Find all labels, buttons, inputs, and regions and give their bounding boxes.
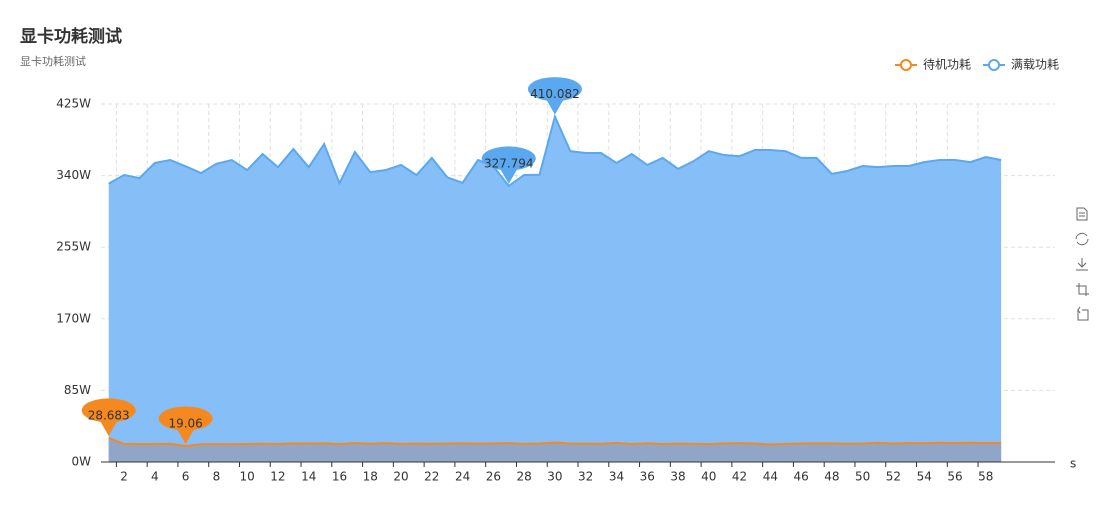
x-tick-label: 28 xyxy=(517,470,532,484)
x-tick-label: 14 xyxy=(301,470,316,484)
tool-data-view[interactable] xyxy=(1076,207,1088,221)
chart-title: 显卡功耗测试 xyxy=(20,26,122,47)
y-tick-label: 0W xyxy=(72,455,92,469)
x-tick-label: 32 xyxy=(578,470,593,484)
legend-marker xyxy=(900,59,912,71)
x-tick-label: 24 xyxy=(455,470,470,484)
x-axis-label: s xyxy=(1070,457,1076,471)
x-tick-label: 8 xyxy=(213,470,221,484)
mark-label: 28.683 xyxy=(88,408,130,422)
x-tick-label: 6 xyxy=(182,470,190,484)
mark-pin xyxy=(481,146,536,184)
x-tick-label: 4 xyxy=(151,470,159,484)
mark-pin xyxy=(527,77,582,115)
y-tick-label: 425W xyxy=(56,97,91,111)
x-tick-label: 26 xyxy=(486,470,501,484)
line xyxy=(108,113,1002,188)
mark-label: 327.794 xyxy=(484,156,534,170)
mark-label: 410.082 xyxy=(530,87,580,101)
x-tick-label: 46 xyxy=(793,470,808,484)
x-tick-label: 12 xyxy=(270,470,285,484)
x-tick-label: 40 xyxy=(701,470,716,484)
legend-label: 满载功耗 xyxy=(1011,58,1059,72)
y-tick-label: 340W xyxy=(56,168,91,182)
x-tick-label: 50 xyxy=(855,470,870,484)
mark-pin xyxy=(158,406,213,444)
x-tick-label: 34 xyxy=(609,470,624,484)
mark-pin xyxy=(81,398,136,436)
x-tick-label: 18 xyxy=(363,470,378,484)
x-tick-label: 2 xyxy=(120,470,128,484)
x-tick-label: 30 xyxy=(547,470,562,484)
legend-marker xyxy=(988,59,1000,71)
tool-restore[interactable] xyxy=(1075,232,1089,246)
x-tick-label: 58 xyxy=(978,470,993,484)
x-tick-label: 16 xyxy=(332,470,347,484)
chart-subtitle: 显卡功耗测试 xyxy=(20,55,86,68)
x-tick-label: 54 xyxy=(917,470,932,484)
legend-label: 待机功耗 xyxy=(923,58,971,72)
area xyxy=(108,116,1002,462)
x-tick-label: 48 xyxy=(824,470,839,484)
tool-zoom[interactable] xyxy=(1076,283,1089,296)
line xyxy=(108,436,1002,447)
x-tick-label: 42 xyxy=(732,470,747,484)
x-tick-label: 10 xyxy=(240,470,255,484)
x-tick-label: 20 xyxy=(393,470,408,484)
tool-zoom-back[interactable] xyxy=(1077,306,1089,321)
x-tick-label: 44 xyxy=(763,470,778,484)
x-tick-label: 22 xyxy=(424,470,439,484)
toolbox xyxy=(1075,207,1089,321)
y-tick-label: 85W xyxy=(64,383,91,397)
tool-save[interactable] xyxy=(1076,258,1088,271)
x-tick-label: 36 xyxy=(640,470,655,484)
y-tick-label: 170W xyxy=(56,311,91,325)
mark-label: 19.06 xyxy=(168,416,202,430)
x-tick-label: 52 xyxy=(886,470,901,484)
x-tick-label: 38 xyxy=(670,470,685,484)
y-tick-label: 255W xyxy=(56,240,91,254)
x-tick-label: 56 xyxy=(947,470,962,484)
